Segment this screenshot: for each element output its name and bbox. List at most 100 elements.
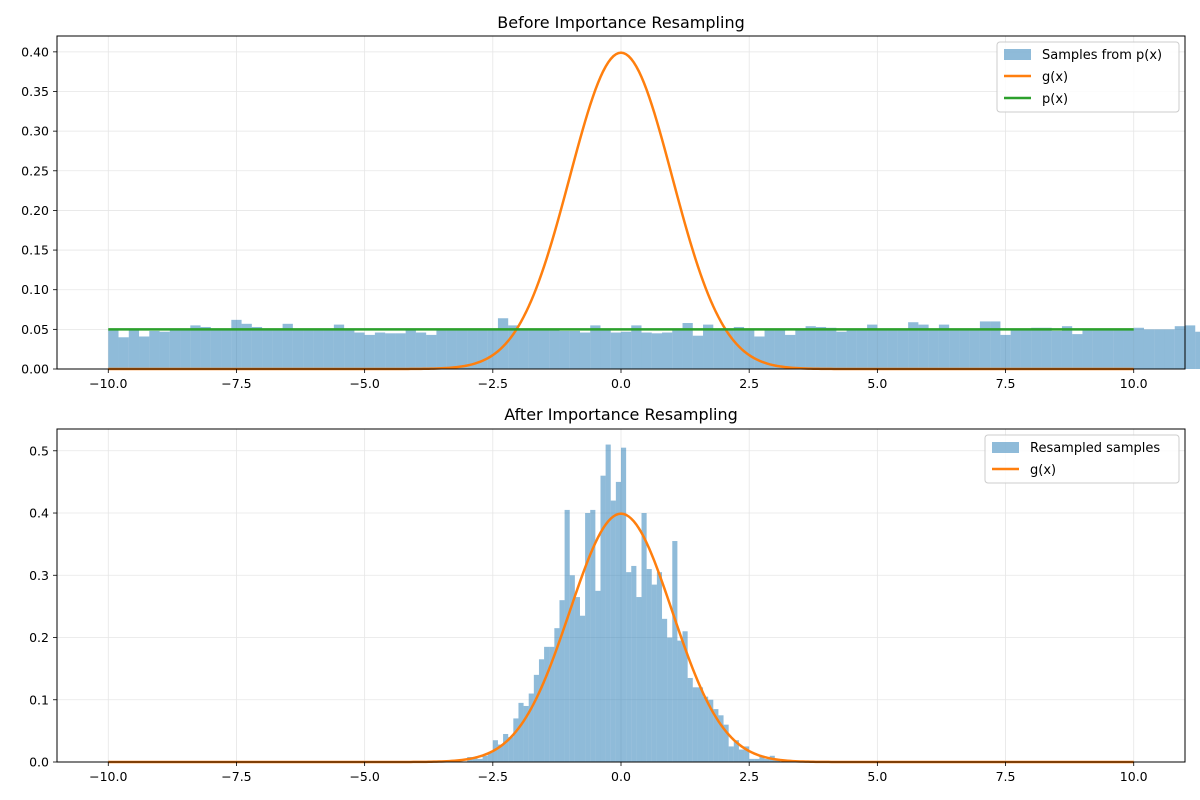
bottom-hist-bar [687, 677, 693, 762]
bottom-hist-bar [697, 687, 704, 762]
top-hist-bar [918, 324, 929, 369]
top-hist-bar [426, 334, 437, 369]
bottom-hist-bar [513, 718, 519, 762]
top-hist-bar [1010, 329, 1021, 369]
bottom-xtick-label: 10.0 [1120, 769, 1148, 784]
bottom-hist-bar [708, 699, 714, 762]
top-hist-bar [569, 330, 580, 369]
top-hist-bar [897, 329, 909, 369]
top-ytick-label: 0.25 [21, 163, 49, 178]
bottom-hist-bar [738, 749, 745, 762]
top-ytick-label: 0.30 [21, 124, 49, 139]
top-hist-bar [610, 332, 621, 369]
top-hist-bar [282, 323, 293, 369]
top-hist-bar [272, 328, 283, 369]
bottom-xtick-label: 0.0 [611, 769, 631, 784]
top-xtick-label: −10.0 [89, 376, 127, 391]
bottom-hist-bar [554, 628, 560, 762]
top-legend-label-g: g(x) [1042, 70, 1068, 85]
top-hist-bar [128, 330, 140, 369]
top-hist-bar [169, 329, 181, 369]
bottom-hist-bar [662, 618, 668, 762]
top-hist-bar [508, 325, 519, 369]
bottom-hist-bar [692, 687, 698, 762]
top-hist-bar [774, 329, 786, 369]
top-legend-label-samples: Samples from p(x) [1042, 48, 1162, 63]
top-hist-bar [139, 336, 150, 369]
bottom-hist-bar [749, 758, 755, 762]
bottom-chart-title: After Importance Resampling [504, 405, 738, 424]
top-hist-bar [446, 329, 457, 369]
top-hist-bar [1185, 325, 1196, 369]
top-hist-bar [805, 326, 816, 369]
bottom-legend-box [984, 434, 1180, 484]
top-ytick-label: 0.00 [21, 362, 49, 377]
top-hist-bar [990, 321, 1001, 369]
bottom-ytick-label: 0.0 [29, 755, 49, 770]
top-hist-bar [354, 332, 365, 369]
bottom-hist-bar [477, 758, 483, 762]
top-hist-bar [1123, 329, 1134, 369]
bottom-hist-bar [677, 640, 683, 762]
top-xtick-label: 5.0 [867, 376, 887, 391]
bottom-hist-bar [713, 709, 719, 762]
top-hist-bar [221, 329, 232, 369]
top-histogram [108, 318, 1200, 369]
top-hist-bar [405, 329, 416, 369]
bottom-hist-bar [518, 702, 524, 762]
bottom-hist-bar [682, 631, 688, 762]
top-hist-bar [292, 330, 304, 369]
bottom-legend-label-samples: Resampled samples [1030, 441, 1160, 456]
top-hist-bar [1072, 334, 1083, 369]
top-ytick-label: 0.35 [21, 84, 49, 99]
bottom-hist-bar [590, 509, 596, 762]
bottom-xtick-label: −5.0 [349, 769, 379, 784]
top-hist-bar [1061, 326, 1073, 369]
top-hist-bar [949, 329, 960, 369]
top-hist-bar [1113, 329, 1124, 369]
bottom-hist-bar [533, 674, 539, 762]
bottom-xtick-label: 7.5 [996, 769, 1016, 784]
top-hist-bar [836, 331, 847, 369]
top-hist-bar [1020, 329, 1032, 369]
top-hist-bar [662, 332, 673, 369]
bottom-hist-bar [631, 565, 637, 762]
top-hist-bar [692, 335, 704, 369]
top-hist-bar [579, 332, 591, 369]
bottom-hist-bar [600, 475, 606, 762]
top-hist-bar [938, 324, 950, 369]
top-hist-bar [1102, 329, 1114, 369]
bottom-hist-bar [523, 705, 529, 762]
top-hist-bar [549, 329, 560, 369]
top-hist-bar [497, 318, 509, 369]
top-legend-box [996, 41, 1180, 113]
top-hist-bar [846, 329, 857, 369]
top-hist-bar [364, 334, 375, 369]
top-xtick-label: −5.0 [349, 376, 379, 391]
bottom-hist-bar [615, 481, 621, 762]
top-legend-label-p: p(x) [1042, 92, 1068, 107]
bottom-histogram [467, 444, 780, 762]
bottom-hist-bar [610, 500, 616, 762]
top-hist-bar [210, 329, 222, 369]
bottom-hist-bar [626, 572, 632, 762]
bottom-ytick-label: 0.2 [29, 630, 49, 645]
top-hist-bar [795, 329, 806, 369]
bottom-xtick-label: −7.5 [221, 769, 251, 784]
bottom-hist-bar [723, 724, 729, 762]
top-hist-bar [1041, 327, 1052, 369]
top-ytick-label: 0.15 [21, 243, 49, 258]
top-hist-bar [1174, 326, 1185, 369]
top-hist-bar [1143, 329, 1155, 369]
top-hist-bar [651, 333, 663, 369]
top-hist-bar [979, 321, 991, 369]
bottom-hist-bar [605, 444, 611, 762]
top-hist-bar [641, 332, 652, 369]
top-hist-bar [159, 331, 170, 369]
bottom-hist-bar [508, 737, 514, 762]
bottom-ytick-label: 0.3 [29, 568, 49, 583]
bottom-hist-bar [528, 693, 534, 762]
top-xtick-label: −2.5 [478, 376, 508, 391]
top-hist-bar [477, 329, 488, 369]
bottom-hist-bar [574, 597, 580, 762]
